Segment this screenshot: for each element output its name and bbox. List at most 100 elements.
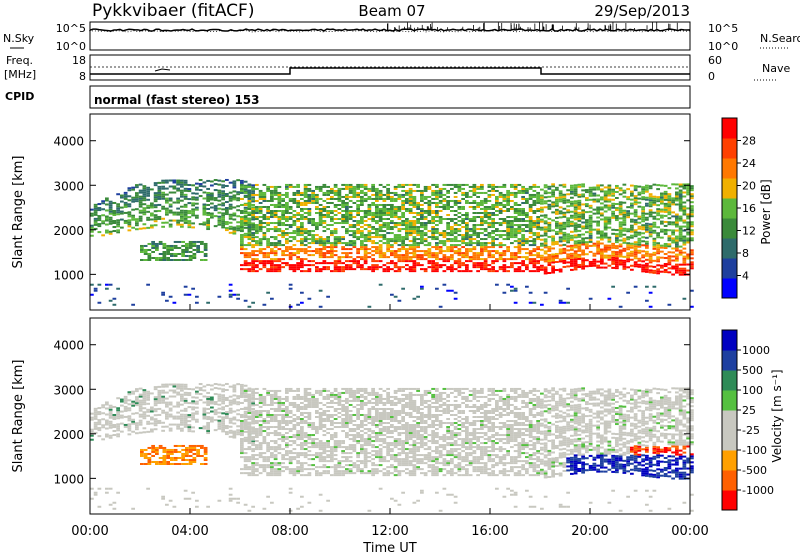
echo-cell (296, 250, 300, 252)
echo-cell (330, 218, 334, 220)
echo-cell (544, 272, 548, 274)
echo-cell (514, 208, 518, 210)
echo-cell (304, 196, 308, 198)
echo-cell (484, 250, 488, 252)
echo-cell (645, 185, 649, 187)
echo-cell (679, 274, 683, 276)
echo-cell (551, 266, 555, 268)
echo-cell (450, 268, 454, 270)
echo-cell (98, 423, 102, 425)
echo-cell (671, 259, 675, 261)
echo-cell (188, 190, 192, 192)
echo-cell (240, 446, 244, 448)
echo-cell (266, 260, 270, 262)
echo-cell (341, 210, 345, 212)
echo-cell (428, 266, 432, 268)
echo-cell (514, 254, 518, 256)
echo-cell (184, 198, 188, 200)
echo-cell (443, 258, 447, 260)
echo-cell (401, 246, 405, 248)
echo-cell (514, 186, 518, 188)
echo-cell (679, 254, 683, 256)
echo-cell (664, 195, 668, 197)
echo-cell (304, 202, 308, 204)
echo-cell (128, 213, 132, 215)
echo-cell (338, 242, 342, 244)
echo-cell (173, 185, 177, 187)
echo-cell (375, 208, 379, 210)
echo-cell (615, 207, 619, 209)
echo-cell (544, 184, 548, 186)
echo-cell (458, 244, 462, 246)
echo-cell (170, 253, 174, 255)
echo-cell (664, 211, 668, 213)
echo-cell (135, 400, 139, 402)
echo-cell (206, 220, 210, 222)
echo-cell (204, 259, 208, 261)
echo-cell (180, 206, 184, 208)
echo-cell (214, 205, 218, 207)
echo-cell (660, 257, 664, 259)
echo-cell (266, 216, 270, 218)
echo-cell (251, 402, 255, 404)
echo-cell (285, 262, 289, 264)
echo-cell (611, 261, 615, 263)
echo-cell (193, 257, 197, 259)
echo-cell (626, 242, 630, 244)
echo-cell (120, 401, 124, 403)
echo-cell (206, 424, 210, 426)
echo-cell (165, 202, 169, 204)
echo-cell (293, 210, 297, 212)
echo-cell (206, 214, 210, 216)
echo-cell (251, 430, 255, 432)
echo-cell (664, 209, 668, 211)
echo-cell (476, 188, 480, 190)
echo-cell (158, 196, 162, 198)
echo-cell (379, 248, 383, 250)
echo-cell (180, 210, 184, 212)
echo-cell (589, 298, 593, 300)
echo-cell (600, 259, 604, 261)
echo-cell (484, 202, 488, 204)
echo-cell (544, 186, 548, 188)
echo-cell (236, 429, 240, 431)
echo-cell (398, 248, 402, 250)
echo-cell (623, 212, 627, 214)
echo-cell (240, 212, 244, 214)
echo-cell (428, 254, 432, 256)
echo-cell (176, 394, 180, 396)
echo-cell (266, 208, 270, 210)
echo-cell (390, 252, 394, 254)
echo-cell (334, 192, 338, 194)
echo-cell (469, 260, 473, 262)
echo-cell (368, 306, 372, 308)
echo-cell (274, 246, 278, 248)
echo-cell (510, 192, 514, 194)
echo-cell (116, 223, 120, 225)
echo-cell (619, 231, 623, 233)
echo-cell (409, 260, 413, 262)
echo-cell (135, 200, 139, 202)
echo-cell (244, 216, 248, 218)
echo-cell (98, 215, 102, 217)
echo-cell (296, 266, 300, 268)
colorbar-segment (722, 218, 737, 239)
echo-cell (251, 450, 255, 452)
echo-cell (578, 216, 582, 218)
echo-cell (143, 197, 147, 199)
echo-cell (191, 214, 195, 216)
echo-cell (120, 411, 124, 413)
echo-cell (304, 252, 308, 254)
echo-cell (683, 248, 687, 250)
echo-cell (180, 384, 184, 386)
echo-cell (109, 437, 113, 439)
echo-cell (383, 210, 387, 212)
echo-cell (311, 234, 315, 236)
echo-cell (431, 210, 435, 212)
echo-cell (218, 404, 222, 406)
echo-cell (263, 430, 267, 432)
echo-cell (191, 414, 195, 416)
echo-cell (581, 268, 585, 270)
echo-cell (185, 247, 189, 249)
echo-cell (251, 250, 255, 252)
